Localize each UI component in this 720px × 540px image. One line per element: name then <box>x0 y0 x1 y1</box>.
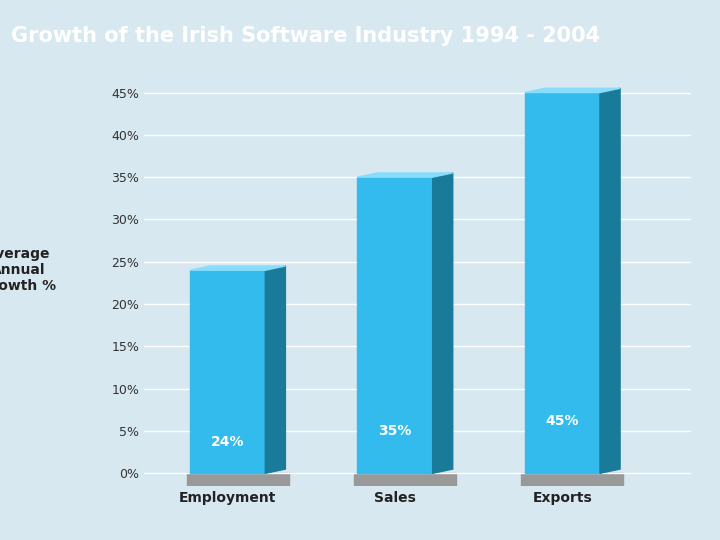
Polygon shape <box>521 473 624 486</box>
Text: 45%: 45% <box>546 414 579 428</box>
Polygon shape <box>190 270 266 473</box>
Polygon shape <box>354 473 456 486</box>
Polygon shape <box>357 177 433 473</box>
Polygon shape <box>525 89 620 92</box>
Text: 24%: 24% <box>211 435 244 449</box>
Polygon shape <box>433 173 453 473</box>
Text: 35%: 35% <box>378 424 412 438</box>
Text: Average
Annual
Growth %: Average Annual Growth % <box>0 247 56 293</box>
Polygon shape <box>600 89 620 473</box>
Polygon shape <box>266 266 285 473</box>
Polygon shape <box>525 92 600 473</box>
Polygon shape <box>186 473 289 486</box>
Polygon shape <box>190 266 285 270</box>
Text: Growth of the Irish Software Industry 1994 - 2004: Growth of the Irish Software Industry 19… <box>11 25 600 46</box>
Polygon shape <box>357 173 453 177</box>
